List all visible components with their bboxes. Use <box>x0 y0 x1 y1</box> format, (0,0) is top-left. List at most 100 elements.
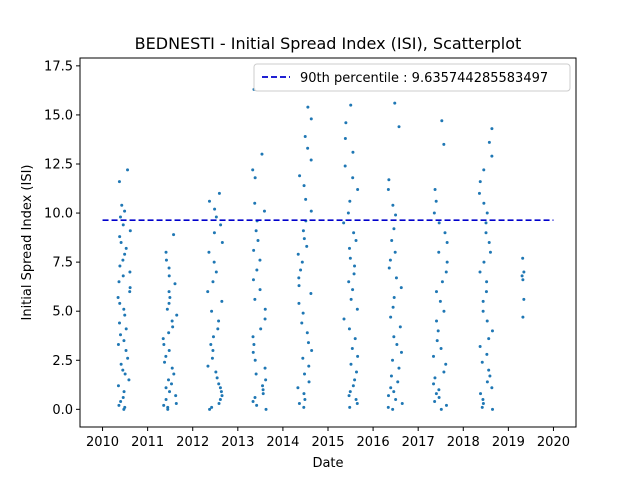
data-point <box>353 264 357 268</box>
data-point <box>120 203 124 207</box>
data-point <box>390 239 394 243</box>
data-point <box>215 376 219 380</box>
data-point <box>119 241 123 244</box>
data-point <box>435 339 439 343</box>
data-point <box>116 343 120 347</box>
data-point <box>219 390 223 394</box>
y-axis-title: Initial Spread Index (ISI) <box>20 165 35 321</box>
data-point <box>258 258 262 262</box>
data-point <box>352 272 356 276</box>
data-point <box>490 329 494 333</box>
data-point <box>350 346 354 350</box>
data-point <box>263 307 267 311</box>
data-point <box>444 403 448 407</box>
data-point <box>168 390 172 394</box>
data-point <box>437 388 441 392</box>
data-point <box>353 378 357 382</box>
data-point <box>482 260 486 264</box>
data-point <box>393 101 397 105</box>
data-point <box>348 390 352 394</box>
y-tick-label: 5.0 <box>52 305 73 320</box>
data-point <box>300 260 304 264</box>
y-tick-label: 0.0 <box>52 403 73 418</box>
data-point <box>217 319 221 323</box>
data-point <box>252 343 256 347</box>
data-point <box>487 241 491 244</box>
data-point <box>210 405 214 409</box>
data-point <box>167 274 171 278</box>
data-point <box>253 358 257 362</box>
data-point <box>522 270 526 274</box>
data-point <box>297 401 301 405</box>
data-point <box>391 407 395 411</box>
data-point <box>482 168 486 172</box>
data-point <box>348 199 352 203</box>
data-point <box>302 405 306 409</box>
data-point <box>353 337 357 341</box>
data-point <box>444 270 448 274</box>
data-point <box>173 282 177 286</box>
data-point <box>259 327 263 331</box>
x-tick-label: 2010 <box>86 435 119 450</box>
data-point <box>303 372 307 376</box>
data-point <box>296 252 300 256</box>
data-point <box>164 386 168 390</box>
data-point <box>433 188 437 192</box>
data-point <box>298 174 302 178</box>
data-point <box>167 290 171 294</box>
data-point <box>170 319 174 323</box>
data-point <box>309 209 313 213</box>
data-point <box>217 382 221 386</box>
data-point <box>491 407 495 411</box>
data-point <box>435 319 439 323</box>
data-point <box>126 168 130 172</box>
data-point <box>356 354 360 358</box>
data-point <box>398 325 402 329</box>
data-point <box>124 348 128 352</box>
data-point <box>174 401 178 405</box>
data-point <box>436 329 440 333</box>
data-point <box>392 227 396 231</box>
data-point <box>433 399 437 403</box>
data-point <box>445 241 449 244</box>
data-point <box>167 301 171 305</box>
data-point <box>306 146 310 150</box>
data-point <box>478 345 482 349</box>
y-axis: 0.0 2.5 5.0 7.5 10.0 12.5 15.0 17.5 <box>44 59 80 418</box>
data-point <box>389 315 393 319</box>
data-point <box>485 319 489 323</box>
data-point <box>394 398 398 402</box>
data-point <box>261 384 265 388</box>
y-tick-label: 10.0 <box>44 207 73 222</box>
data-point <box>487 368 491 372</box>
data-point <box>118 215 122 219</box>
data-point <box>220 299 224 303</box>
data-point <box>206 364 210 368</box>
data-point <box>305 244 309 248</box>
data-point <box>307 380 311 384</box>
data-point <box>397 366 401 370</box>
data-point <box>343 136 347 140</box>
data-point <box>206 290 210 294</box>
data-point <box>488 250 492 254</box>
x-tick-label: 2011 <box>131 435 164 450</box>
data-point <box>394 213 398 217</box>
data-point <box>126 356 130 360</box>
data-point <box>172 233 176 237</box>
data-point <box>121 368 125 372</box>
data-point <box>254 372 258 376</box>
data-point <box>251 350 255 354</box>
data-point <box>167 266 171 270</box>
data-point <box>167 331 171 335</box>
data-point <box>162 403 166 407</box>
data-point <box>166 405 170 409</box>
data-point <box>123 313 127 317</box>
data-point <box>164 398 168 402</box>
data-point <box>309 292 313 296</box>
data-point <box>391 358 395 362</box>
data-point <box>261 388 265 392</box>
data-point <box>213 207 217 211</box>
data-point <box>305 331 309 335</box>
data-point <box>484 231 488 235</box>
data-point <box>167 348 171 352</box>
